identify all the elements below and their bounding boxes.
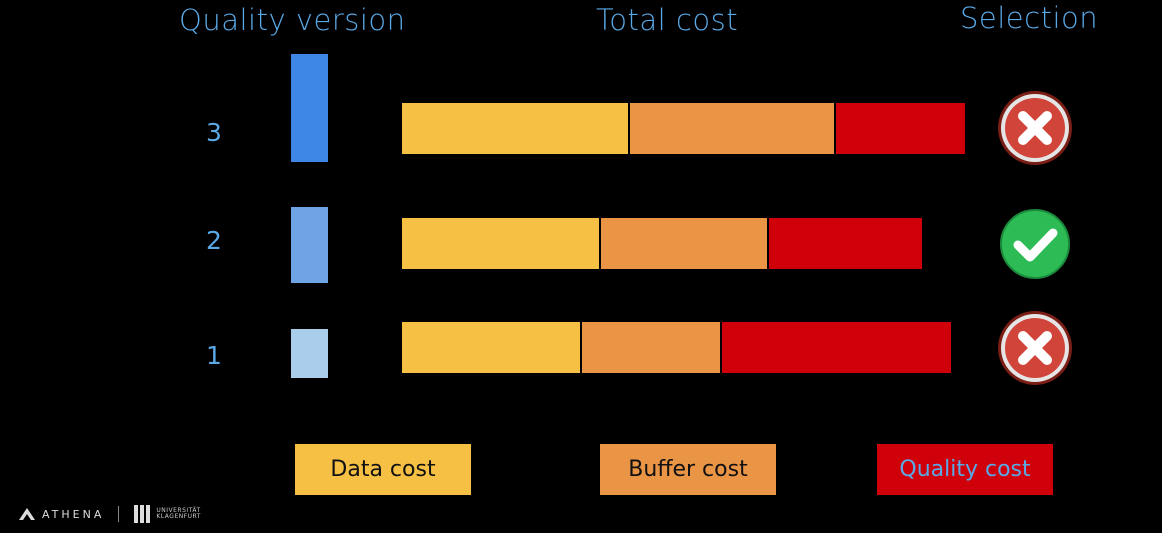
legend-quality-cost: Quality cost xyxy=(877,444,1053,495)
quality-level-label: 2 xyxy=(206,226,222,255)
quality-bar xyxy=(291,329,328,378)
university-logo-icon xyxy=(134,505,151,523)
quality-bar xyxy=(291,54,328,162)
quality-cost-segment xyxy=(836,103,965,154)
quality-cost-segment xyxy=(722,322,951,373)
legend-data-cost: Data cost xyxy=(295,444,471,495)
quality-bar xyxy=(291,207,328,283)
university-name: UNIVERSITÄT KLAGENFURT xyxy=(156,507,201,520)
buffer-cost-segment xyxy=(630,103,834,154)
check-circle-icon xyxy=(1000,209,1070,279)
quality-level-label: 3 xyxy=(206,118,222,147)
footer-divider xyxy=(118,506,120,522)
athena-brand-text: ATHENA xyxy=(42,507,105,521)
buffer-cost-segment xyxy=(601,218,767,269)
header-quality-version: Quality version xyxy=(179,3,406,37)
buffer-cost-segment xyxy=(582,322,720,373)
athena-logo-icon xyxy=(19,508,35,520)
data-cost-segment xyxy=(402,322,580,373)
quality-cost-segment xyxy=(769,218,922,269)
footer-logos: ATHENA UNIVERSITÄT KLAGENFURT xyxy=(18,503,206,525)
legend-buffer-cost: Buffer cost xyxy=(600,444,776,495)
header-selection: Selection xyxy=(960,1,1099,35)
data-cost-segment xyxy=(402,218,599,269)
quality-level-label: 1 xyxy=(206,341,222,370)
x-circle-icon xyxy=(998,311,1072,385)
data-cost-segment xyxy=(402,103,628,154)
header-total-cost: Total cost xyxy=(596,3,739,37)
x-circle-icon xyxy=(998,91,1072,165)
